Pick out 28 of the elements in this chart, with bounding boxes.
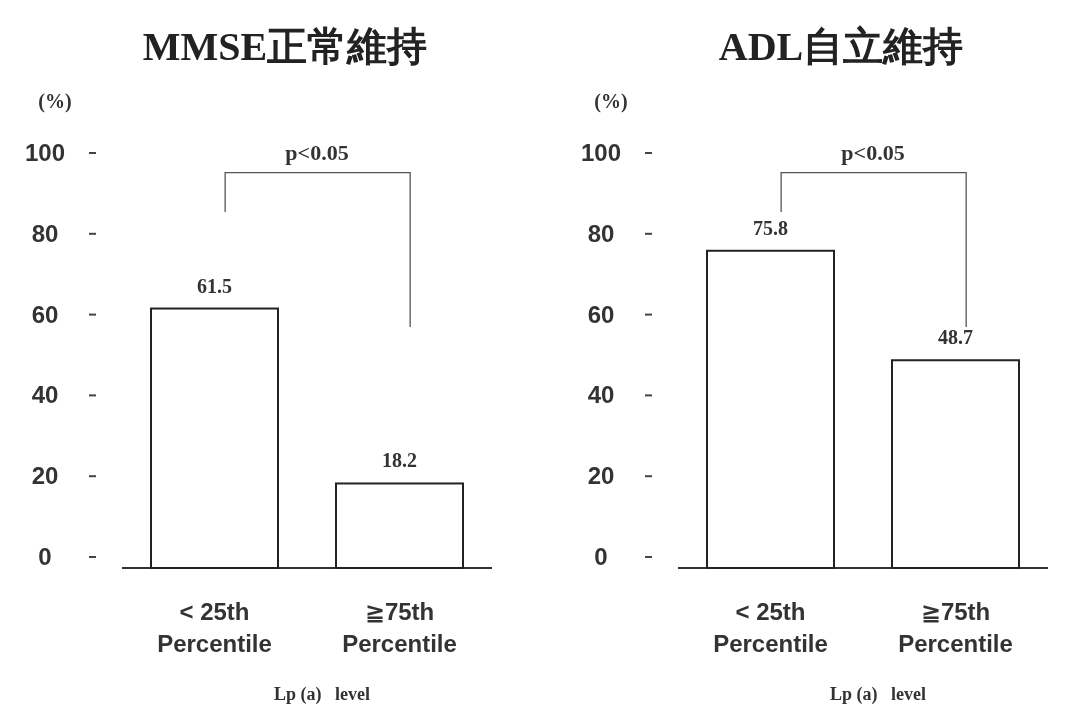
chart-title: ADL自立維持 bbox=[718, 24, 964, 69]
y-axis-title: (%) bbox=[594, 90, 628, 113]
y-tick-label: 80 bbox=[31, 219, 59, 247]
y-tick-label: 60 bbox=[587, 300, 615, 328]
y-tick-label: 40 bbox=[587, 381, 615, 409]
data-label: 18.2 bbox=[382, 449, 417, 472]
x-tick-label: < 25th Percentile bbox=[157, 598, 272, 657]
chart-title: MMSE正常維持 bbox=[142, 24, 428, 69]
y-tick-label: 0 bbox=[594, 543, 608, 570]
y-axis-title: (%) bbox=[38, 90, 72, 113]
data-label: 75.8 bbox=[753, 216, 788, 239]
x-axis-title: Lp (a) level bbox=[274, 684, 370, 705]
data-label: 48.7 bbox=[938, 326, 973, 349]
x-tick-label: ≧75th Percentile bbox=[898, 598, 1013, 657]
y-tick-label: 100 bbox=[24, 139, 66, 166]
data-label: 61.5 bbox=[197, 274, 232, 297]
y-tick-label: 100 bbox=[580, 139, 622, 166]
annotation: p<0.05 bbox=[285, 140, 349, 165]
annotation: p<0.05 bbox=[841, 140, 905, 165]
x-tick-label: ≧75th Percentile bbox=[342, 598, 457, 657]
x-axis-title: Lp (a) level bbox=[830, 684, 926, 705]
y-tick-label: 20 bbox=[587, 462, 615, 490]
y-tick-label: 40 bbox=[31, 381, 59, 409]
y-tick-label: 60 bbox=[31, 300, 59, 328]
y-tick-label: 80 bbox=[587, 219, 615, 247]
x-tick-label: < 25th Percentile bbox=[713, 598, 828, 657]
y-tick-label: 0 bbox=[38, 543, 52, 570]
y-tick-label: 20 bbox=[31, 462, 59, 490]
